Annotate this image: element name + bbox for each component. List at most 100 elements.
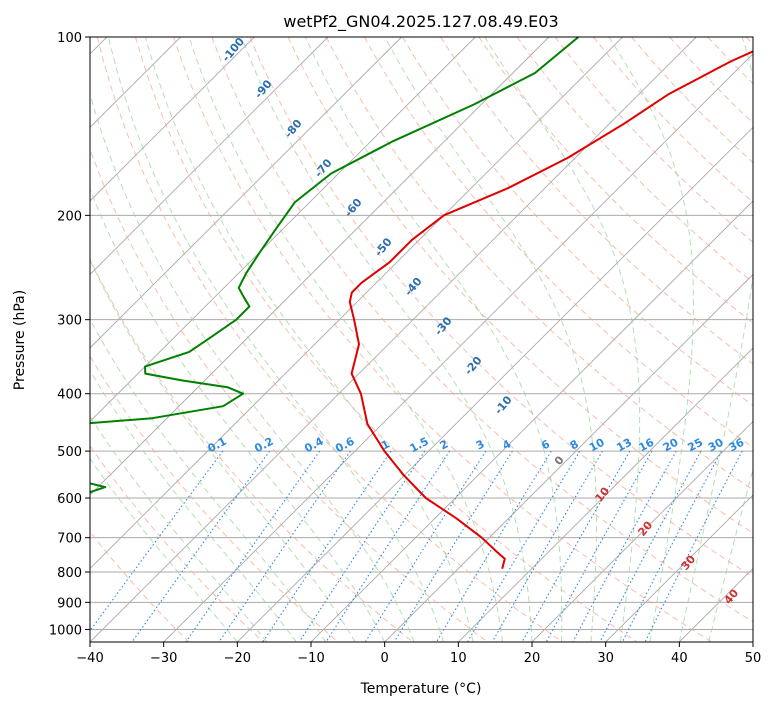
profile-lines: [90, 37, 753, 570]
dry-adiabat-line: [707, 37, 753, 85]
dry-adiabat-label: -40: [402, 275, 425, 299]
dry-adiabat-line: [478, 37, 753, 324]
isotherm-line: [310, 200, 753, 642]
mixing-ratio-label: 3: [474, 437, 487, 452]
mixing-ratio-label: 13: [614, 436, 634, 455]
x-tick-label: 10: [450, 651, 467, 666]
isotherm-line: [163, 53, 753, 642]
mixing-ratio-label: 2: [438, 437, 451, 452]
y-tick-label: 500: [57, 445, 82, 460]
dry-adiabat-label: -50: [372, 235, 395, 259]
moist-adiabat-line: [90, 369, 297, 642]
chart-title: wetPf2_GN04.2025.127.08.49.E03: [283, 12, 558, 32]
dry-adiabat-label: -10: [492, 393, 515, 417]
isotherm-line: [90, 37, 329, 276]
isotherm-line: [90, 37, 402, 349]
isotherm-line: [90, 37, 697, 642]
dry-adiabat-label: 0: [552, 453, 567, 467]
mixing-ratio-line: [298, 450, 426, 642]
mixing-ratio-line: [90, 450, 224, 632]
mixing-ratio-label: 8: [568, 437, 581, 452]
moist-adiabat-line: [90, 187, 386, 642]
mixing-ratio-line: [491, 450, 603, 642]
isotherm-line: [90, 37, 476, 423]
moist-adiabat-line: [90, 318, 327, 642]
moist-adiabat-line: [241, 37, 533, 642]
dry-adiabat-line: [287, 37, 753, 534]
moist-adiabat-line: [708, 467, 753, 642]
moist-adiabat-line: [484, 37, 641, 642]
y-tick-label: 700: [57, 532, 82, 547]
dry-adiabat-line: [96, 37, 563, 642]
mixing-ratio-label: 0.2: [252, 435, 275, 456]
dry-adiabat-line: [90, 445, 264, 642]
mixing-ratio-label: 30: [706, 436, 726, 455]
mixing-ratio-label: 6: [539, 437, 552, 452]
mixing-ratio-line: [644, 450, 743, 642]
dry-adiabat-line: [249, 37, 753, 578]
mixing-ratio-line: [545, 450, 653, 642]
isotherm-line: [90, 37, 550, 496]
moist-adiabat-line: [108, 37, 445, 642]
x-axis: −40 −30 −20 −10 0 10 20 30 40 50: [76, 642, 761, 666]
dry-adiabat-line: [211, 37, 753, 623]
dry-adiabat-line: [440, 37, 753, 365]
isotherm-line: [678, 567, 753, 642]
dry-adiabat-line: [402, 37, 753, 406]
mixing-ratio-line: [572, 450, 677, 642]
moist-adiabat-line: [608, 37, 695, 642]
dewpoint-profile-line: [90, 37, 580, 494]
mixing-ratio-label: 36: [727, 436, 747, 455]
dry-adiabat-label: -70: [312, 156, 335, 180]
isotherm-line: [605, 494, 753, 642]
dry-adiabat-line: [90, 147, 488, 642]
moist-adiabat-line: [678, 37, 753, 642]
mixing-ratio-line: [185, 450, 321, 642]
y-tick-label: 200: [57, 209, 82, 224]
plot-frame: [89, 36, 754, 643]
y-tick-label: 300: [57, 314, 82, 329]
mixing-ratio-line: [621, 450, 722, 642]
mixing-ratio-label: 10: [587, 436, 607, 455]
y-tick-label: 1000: [49, 623, 82, 638]
background-lines: [90, 37, 753, 642]
moist-adiabat-line: [188, 37, 503, 642]
x-tick-label: −40: [76, 651, 103, 666]
y-axis-label: Pressure (hPa): [12, 290, 28, 390]
dry-adiabat-line: [90, 258, 414, 642]
mixing-ratio-label: 25: [685, 436, 705, 455]
mixing-ratio-line: [521, 450, 631, 642]
mixing-ratio-line: [364, 450, 487, 642]
dry-adiabat-line: [669, 37, 753, 124]
dry-adiabat-line: [592, 37, 753, 203]
dry-adiabat-line: [173, 37, 712, 642]
mixing-ratio-line: [467, 450, 581, 642]
isotherm-line: [90, 37, 623, 570]
mixing-ratio-label: 16: [637, 436, 657, 455]
dry-adiabat-line: [745, 37, 753, 45]
x-tick-label: 50: [745, 651, 762, 666]
temperature-profile-line: [348, 50, 753, 570]
dry-adiabat-label: -100: [219, 35, 247, 65]
x-tick-label: 40: [671, 651, 688, 666]
isotherm-line: [236, 126, 753, 642]
isotherm-line: [752, 641, 753, 642]
moist-adiabat-line: [384, 37, 597, 642]
mixing-ratio-line: [435, 450, 552, 642]
y-tick-label: 900: [57, 596, 82, 611]
mixing-ratio-label: 20: [661, 436, 681, 455]
moist-adiabat-line: [305, 37, 563, 642]
dry-adiabat-label: -60: [342, 196, 365, 220]
mixing-ratio-line: [325, 450, 451, 642]
y-axis: 100 200 300 400 500 600 700 800 900 1000: [49, 31, 90, 638]
moist-adiabat-line: [90, 259, 356, 642]
moist-adiabat-line: [90, 415, 268, 642]
y-tick-label: 100: [57, 31, 82, 46]
dry-adiabat-label: 40: [721, 586, 741, 606]
y-tick-label: 800: [57, 566, 82, 581]
mixing-ratio-line: [218, 450, 351, 642]
dry-adiabat-line: [554, 37, 753, 243]
dry-adiabat-line: [90, 530, 190, 642]
x-tick-label: 20: [524, 651, 541, 666]
